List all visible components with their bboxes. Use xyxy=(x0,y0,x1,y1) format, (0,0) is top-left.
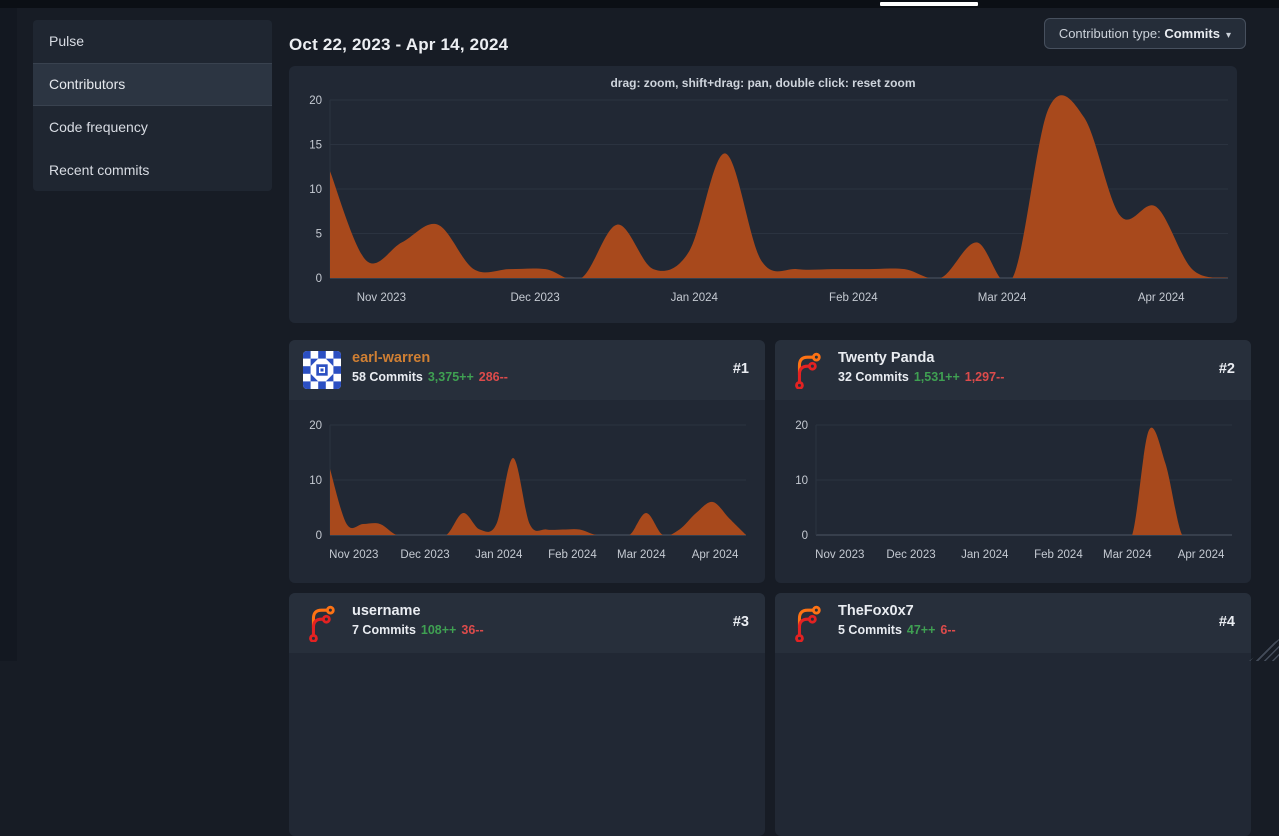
sidebar-item-contributors[interactable]: Contributors xyxy=(33,62,272,106)
contributor-name: username xyxy=(352,603,421,619)
additions-count: 1,531++ xyxy=(913,370,960,384)
contributor-stats: 32 Commits 1,531++ 1,297-- xyxy=(838,370,1005,384)
contributor-rank: #4 xyxy=(1218,614,1235,630)
contributor-rank: #3 xyxy=(732,614,749,630)
forgejo-logo-icon xyxy=(309,605,335,642)
forgejo-logo-icon xyxy=(795,352,821,389)
contributor-name: TheFox0x7 xyxy=(838,603,914,619)
svg-text:Feb 2024: Feb 2024 xyxy=(548,549,597,561)
svg-text:5: 5 xyxy=(316,229,322,241)
activity-sidebar: Pulse Contributors Code frequency Recent… xyxy=(33,20,272,191)
active-tab-underline xyxy=(880,2,978,6)
contribution-type-value: Commits xyxy=(1164,26,1220,41)
contributor-card: username 7 Commits 108++ 36-- #3 xyxy=(289,593,765,836)
deletions-count: 286-- xyxy=(478,370,508,384)
contribution-type-label: Contribution type: xyxy=(1058,26,1161,41)
svg-text:Dec 2023: Dec 2023 xyxy=(886,549,935,561)
contributor-card: Twenty Panda 32 Commits 1,531++ 1,297-- #2… xyxy=(775,340,1251,583)
contributor-rank: #1 xyxy=(732,361,749,377)
forgejo-logo-icon xyxy=(795,605,821,642)
svg-text:0: 0 xyxy=(316,530,322,542)
avatar[interactable] xyxy=(303,604,341,642)
svg-text:0: 0 xyxy=(316,273,322,285)
contributor-area-chart[interactable]: 0 10 20 Nov 2023 Dec 2023 Jan 2024 Feb 2024 Mar… xyxy=(775,400,1251,583)
svg-text:20: 20 xyxy=(309,95,322,107)
svg-text:Apr 2024: Apr 2024 xyxy=(692,549,739,561)
contributor-stats: 5 Commits 47++ 6-- xyxy=(838,623,956,637)
svg-text:Feb 2024: Feb 2024 xyxy=(1034,549,1083,561)
svg-text:0: 0 xyxy=(802,530,808,542)
date-range-title: Oct 22, 2023 - Apr 14, 2024 xyxy=(289,35,509,55)
svg-text:Jan 2024: Jan 2024 xyxy=(475,549,523,561)
svg-text:Jan 2024: Jan 2024 xyxy=(961,549,1009,561)
svg-text:Nov 2023: Nov 2023 xyxy=(815,549,864,561)
avatar[interactable] xyxy=(789,351,827,389)
svg-text:Mar 2024: Mar 2024 xyxy=(617,549,666,561)
contributor-name: Twenty Panda xyxy=(838,350,935,366)
avatar[interactable] xyxy=(789,604,827,642)
contributor-name-link[interactable]: earl-warren xyxy=(352,350,431,366)
svg-text:Nov 2023: Nov 2023 xyxy=(329,549,378,561)
main-activity-chart-panel: drag: zoom, shift+drag: pan, double clic… xyxy=(289,66,1237,323)
resize-handle[interactable] xyxy=(1249,639,1279,661)
svg-text:Nov 2023: Nov 2023 xyxy=(357,292,406,304)
svg-text:Apr 2024: Apr 2024 xyxy=(1138,292,1185,304)
svg-text:10: 10 xyxy=(309,184,322,196)
contributor-area-chart[interactable]: 0 10 20 Nov 2023 Dec 2023 Jan 2024 Feb 2024 Mar… xyxy=(289,400,765,583)
deletions-count: 36-- xyxy=(461,623,484,637)
additions-count: 3,375++ xyxy=(427,370,474,384)
avatar[interactable] xyxy=(303,351,341,389)
svg-text:Jan 2024: Jan 2024 xyxy=(671,292,719,304)
sidebar-item-pulse[interactable]: Pulse xyxy=(49,33,85,50)
additions-count: 47++ xyxy=(906,623,936,637)
svg-text:Mar 2024: Mar 2024 xyxy=(978,292,1027,304)
top-nav-bar xyxy=(0,0,1279,8)
svg-text:Feb 2024: Feb 2024 xyxy=(829,292,878,304)
contributor-card-header: TheFox0x7 5 Commits 47++ 6-- #4 xyxy=(775,593,1251,653)
svg-text:Mar 2024: Mar 2024 xyxy=(1103,549,1152,561)
contributor-card-header: earl-warren 58 Commits 3,375++ 286-- #1 xyxy=(289,340,765,400)
svg-text:Dec 2023: Dec 2023 xyxy=(510,292,559,304)
left-edge-strip xyxy=(0,8,17,661)
contributor-card-header: username 7 Commits 108++ 36-- #3 xyxy=(289,593,765,653)
contributor-card: TheFox0x7 5 Commits 47++ 6-- #4 xyxy=(775,593,1251,836)
contribution-type-dropdown[interactable]: Contribution type: Commits ▾ xyxy=(1043,18,1246,49)
identicon-avatar-image xyxy=(303,351,341,389)
svg-text:20: 20 xyxy=(309,420,322,432)
svg-text:10: 10 xyxy=(795,475,808,487)
additions-count: 108++ xyxy=(420,623,457,637)
sidebar-item-recent-commits[interactable]: Recent commits xyxy=(49,161,150,178)
contributor-card-header: Twenty Panda 32 Commits 1,531++ 1,297-- #2 xyxy=(775,340,1251,400)
deletions-count: 1,297-- xyxy=(964,370,1005,384)
main-activity-area-chart[interactable]: 0 5 10 15 20 Nov 2023 Dec 2023 Jan 2024 Feb 2024… xyxy=(289,66,1237,323)
svg-text:Dec 2023: Dec 2023 xyxy=(400,549,449,561)
svg-text:Apr 2024: Apr 2024 xyxy=(1178,549,1225,561)
svg-text:15: 15 xyxy=(309,140,322,152)
contributor-stats: 7 Commits 108++ 36-- xyxy=(352,623,484,637)
contributor-stats: 58 Commits 3,375++ 286-- xyxy=(352,370,508,384)
chevron-down-icon: ▾ xyxy=(1225,30,1231,41)
svg-text:20: 20 xyxy=(795,420,808,432)
deletions-count: 6-- xyxy=(940,623,956,637)
contributor-rank: #2 xyxy=(1218,361,1235,377)
chart-zoom-hint: drag: zoom, shift+drag: pan, double clic… xyxy=(610,76,916,90)
sidebar-item-code-frequency[interactable]: Code frequency xyxy=(49,118,148,135)
svg-text:10: 10 xyxy=(309,475,322,487)
